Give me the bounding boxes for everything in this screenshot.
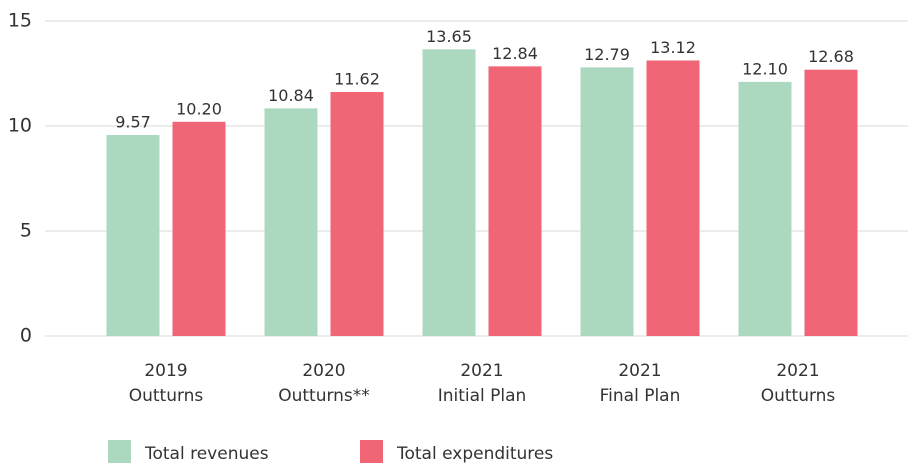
bar xyxy=(488,66,542,337)
bar xyxy=(804,69,858,336)
y-tick-label: 15 xyxy=(8,10,32,32)
x-tick-label: 2021 xyxy=(776,361,819,381)
x-tick-label: Outturns** xyxy=(278,386,370,406)
x-tick-label: Final Plan xyxy=(600,386,681,406)
bar xyxy=(172,121,226,336)
bar xyxy=(106,135,160,336)
y-tick-label: 10 xyxy=(8,115,32,137)
x-tick-label: 2021 xyxy=(460,361,503,381)
value-label: 12.84 xyxy=(492,44,538,63)
legend-swatch xyxy=(360,440,383,463)
y-tick-label: 5 xyxy=(20,220,32,242)
value-label: 13.65 xyxy=(426,27,472,46)
x-tick-label: 2019 xyxy=(144,361,187,381)
x-tick-label: 2020 xyxy=(302,361,345,381)
y-tick-label: 0 xyxy=(20,325,32,347)
value-label: 12.79 xyxy=(584,45,630,64)
bar xyxy=(646,60,700,336)
legend-label: Total expenditures xyxy=(396,444,553,463)
value-label: 12.10 xyxy=(742,59,788,78)
legend-label: Total revenues xyxy=(144,444,269,463)
value-label: 9.57 xyxy=(115,113,151,132)
x-tick-label: Initial Plan xyxy=(438,386,527,406)
bar xyxy=(264,108,318,336)
x-tick-label: 2021 xyxy=(618,361,661,381)
bar xyxy=(580,67,634,336)
value-label: 10.20 xyxy=(176,99,222,118)
bar xyxy=(422,49,476,336)
value-label: 12.68 xyxy=(808,47,854,66)
bar xyxy=(738,81,792,337)
value-label: 13.12 xyxy=(650,38,696,57)
x-tick-label: Outturns xyxy=(129,386,204,406)
x-tick-label: Outturns xyxy=(761,386,836,406)
bar xyxy=(330,91,384,336)
legend-swatch xyxy=(108,440,131,463)
value-label: 10.84 xyxy=(268,86,314,105)
value-label: 11.62 xyxy=(334,69,380,88)
